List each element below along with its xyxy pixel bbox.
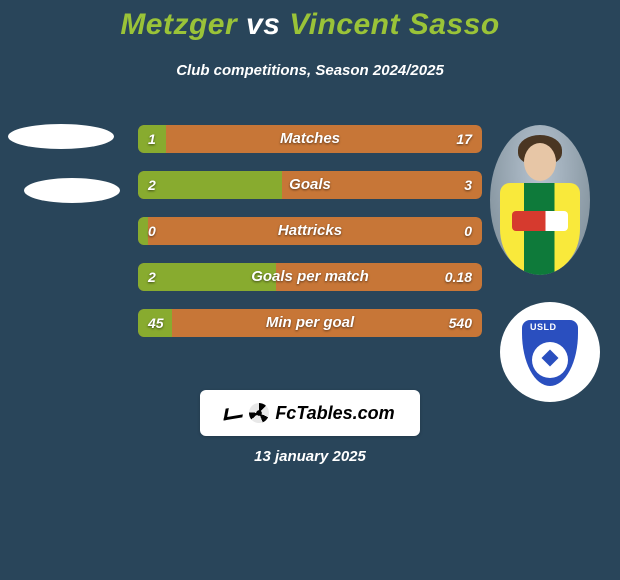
stat-value-right: 17 (456, 125, 472, 153)
player-2-club-badge: USLD (500, 302, 600, 402)
stat-value-right: 540 (449, 309, 472, 337)
title-player-2: Vincent Sasso (289, 8, 499, 41)
stat-value-right: 0 (464, 217, 472, 245)
stat-value-right: 3 (464, 171, 472, 199)
stat-row: 0Hattricks0 (138, 217, 482, 245)
stat-label: Min per goal (138, 309, 482, 337)
chart-icon (224, 406, 245, 421)
football-icon (249, 403, 269, 423)
stat-label: Hattricks (138, 217, 482, 245)
player-1-avatar-placeholder (8, 124, 114, 149)
player-2-avatar (490, 125, 590, 275)
brand-text: FcTables.com (275, 403, 394, 424)
stat-row: 2Goals3 (138, 171, 482, 199)
comparison-infographic: Metzger vs Vincent Sasso Club competitio… (0, 0, 620, 580)
stat-row: 45Min per goal540 (138, 309, 482, 337)
stat-value-right: 0.18 (445, 263, 472, 291)
stat-label: Goals per match (138, 263, 482, 291)
title-player-1: Metzger (120, 8, 237, 41)
stat-label: Goals (138, 171, 482, 199)
title-vs: vs (237, 8, 289, 41)
stats-bar-group: 1Matches17 2Goals3 0Hattricks0 2Goals per m… (138, 125, 482, 355)
subtitle: Club competitions, Season 2024/2025 (0, 62, 620, 79)
stat-row: 2Goals per match0.18 (138, 263, 482, 291)
stat-label: Matches (138, 125, 482, 153)
brand-badge: FcTables.com (200, 390, 420, 436)
page-title: Metzger vs Vincent Sasso (0, 8, 620, 42)
player-1-club-placeholder (24, 178, 120, 203)
stat-row: 1Matches17 (138, 125, 482, 153)
date-text: 13 january 2025 (0, 448, 620, 465)
